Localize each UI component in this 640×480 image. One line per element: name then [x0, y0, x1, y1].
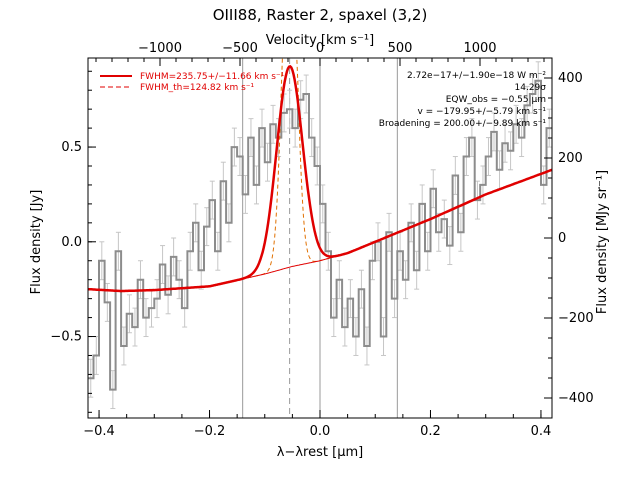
x2-tick-label: 1000	[463, 41, 496, 56]
annotation-velocity: v = −179.95+/−5.79 km s⁻¹	[417, 107, 546, 117]
chart-title: OIII88, Raster 2, spaxel (3,2)	[213, 6, 428, 24]
reference-lines	[242, 58, 398, 418]
legend-label-fwhm: FWHM=235.75+/−11.66 km s⁻¹	[140, 72, 285, 82]
y2-tick-label: 400	[558, 71, 583, 86]
fit-series	[88, 57, 553, 293]
right-axis-label: Flux density [MJy sr⁻¹]	[595, 170, 610, 314]
x-tick-label: −0.4	[83, 424, 115, 439]
gaussian-fit	[88, 65, 553, 293]
x-tick-label: 0.4	[531, 424, 552, 439]
x2-tick-label: −1000	[138, 41, 182, 56]
x-tick-label: −0.2	[194, 424, 226, 439]
y-tick-label: 0.5	[61, 140, 82, 155]
left-axis-label: Flux density [Jy]	[29, 190, 44, 295]
legend-label-fwhm-th: FWHM_th=124.82 km s⁻¹	[140, 83, 255, 93]
top-axis-label: Velocity [km s⁻¹]	[266, 33, 374, 48]
y-tick-label: 0.0	[61, 235, 82, 250]
x2-tick-label: 0	[316, 41, 324, 56]
fit-annotations: 2.72e−17+/−1.90e−18 W m⁻² 14.29σ EQW_obs…	[379, 71, 547, 129]
y2-tick-label: −400	[558, 391, 594, 406]
y2-tick-label: −200	[558, 311, 594, 326]
annotation-broadening: Broadening = 200.00+/−9.89 km s⁻¹	[379, 119, 547, 129]
x-tick-label: 0.2	[420, 424, 441, 439]
y-tick-label: −0.5	[50, 330, 82, 345]
annotation-eqw: EQW_obs = −0.55 μm	[446, 95, 546, 105]
y2-tick-label: 200	[558, 151, 583, 166]
bottom-axis-label: λ−λrest [μm]	[277, 445, 363, 460]
axis-ticks: −0.4 −0.2 0.0 0.2 0.4 −0.5 0.0 0.5 −400 −200 0 200 4…	[50, 41, 593, 439]
y2-tick-label: 0	[558, 231, 566, 246]
x2-tick-label: 500	[388, 41, 413, 56]
x-tick-label: 0.0	[310, 424, 331, 439]
annotation-significance: 14.29σ	[515, 83, 547, 93]
annotation-line-flux: 2.72e−17+/−1.90e−18 W m⁻²	[407, 71, 546, 81]
legend: FWHM=235.75+/−11.66 km s⁻¹ FWHM_th=124.8…	[100, 72, 285, 93]
x2-tick-label: −500	[222, 41, 258, 56]
